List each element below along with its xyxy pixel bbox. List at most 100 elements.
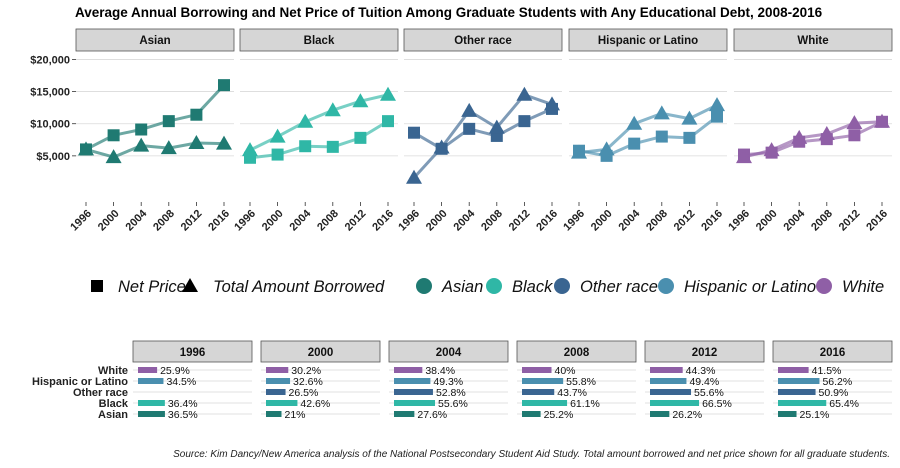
y-tick-label-10-000: $10,000: [30, 119, 70, 131]
legend-label: Total Amount Borrowed: [213, 278, 385, 296]
bar-white: [778, 367, 809, 373]
bar-label-black: 61.1%: [570, 398, 600, 410]
total-borrowed-point-2016: [380, 86, 396, 101]
x-tick-label-1996: 1996: [396, 208, 422, 234]
total-borrowed-point-2000: [763, 142, 780, 157]
bar-black: [778, 400, 827, 406]
x-tick-label-2000: 2000: [589, 208, 615, 234]
x-tick-label-1996: 1996: [232, 208, 258, 234]
bar-label-asian: 27.6%: [417, 409, 447, 421]
total-borrowed-point-2004: [791, 129, 808, 144]
series-line-net-price: [743, 120, 883, 157]
facet-strip: [772, 340, 893, 363]
bar-asian: [778, 411, 797, 417]
facet-hispanic-or-latino: Hispanic or Latino 1996 2000 2004 2008 2012 20…: [561, 28, 728, 234]
total-borrowed-point-2008: [818, 126, 835, 140]
facet-black: Black 1996 2000 2004 2008 2012 2016: [232, 28, 399, 234]
y-tick-label-15-000: $15,000: [30, 87, 70, 99]
net-price-point-2016: [711, 110, 723, 123]
bar-label-asian: 21%: [284, 409, 305, 421]
color-dot-icon: [416, 278, 432, 294]
bar-label-hispanic-or-latino: 32.6%: [293, 376, 323, 388]
facet-asian: Asian 1996 2000 2004 2008 2012 2016: [68, 28, 235, 234]
x-tick-label-1996: 1996: [726, 208, 752, 234]
total-borrowed-point-2012: [681, 110, 698, 125]
total-borrowed-point-2012: [188, 135, 205, 149]
series-line-total-amount-borrowed: [578, 103, 718, 155]
bar-black: [266, 400, 298, 406]
bar-label-black: 36.4%: [168, 398, 198, 410]
x-tick-label-2004: 2004: [782, 207, 808, 233]
color-dot-icon: [816, 278, 832, 294]
legend-item-total-amount-borrowed: Total Amount Borrowed: [182, 278, 385, 296]
total-borrowed-point-1996: [736, 149, 752, 164]
net-price-point-2016: [382, 115, 394, 128]
facet-strip: [260, 340, 381, 363]
x-tick-label-2016: 2016: [534, 208, 560, 234]
facet-strip-label: 2000: [308, 347, 334, 359]
x-tick-label-2004: 2004: [452, 207, 478, 233]
bar-asian: [394, 411, 415, 417]
legend-item-black: Black: [486, 278, 553, 296]
facet-strip: [388, 340, 509, 363]
category-label-other-race: Other race: [73, 387, 128, 399]
bar-label-white: 30.2%: [291, 365, 321, 377]
y-tick-label-20-000: $20,000: [30, 54, 70, 66]
bar-label-white: 38.4%: [425, 365, 455, 377]
x-tick-label-2000: 2000: [260, 208, 286, 234]
bar-hispanic-or-latino: [138, 378, 164, 384]
facet-strip-label: 2004: [436, 347, 462, 359]
facet-strip-label: White: [797, 35, 828, 47]
x-tick-label-2012: 2012: [179, 208, 205, 234]
bar-asian: [650, 411, 670, 417]
x-tick-label-2008: 2008: [809, 208, 835, 234]
series-line-net-price: [413, 107, 553, 151]
legend-label: Asian: [441, 278, 483, 296]
legend-label: Black: [512, 278, 553, 296]
bar-hispanic-or-latino: [778, 378, 820, 384]
legend-label: White: [842, 278, 884, 296]
total-borrowed-point-2004: [461, 102, 478, 117]
total-borrowed-point-2004: [626, 115, 643, 130]
facet-strip: [644, 340, 765, 363]
legend-label: Other race: [580, 278, 658, 296]
net-price-point-2012: [683, 131, 696, 144]
x-tick-label-2012: 2012: [343, 208, 369, 234]
bar-hispanic-or-latino: [522, 378, 564, 384]
legend-item-asian: Asian: [416, 278, 483, 296]
bar-asian: [266, 411, 282, 417]
facet-strip-label: Asian: [139, 35, 170, 47]
bar-label-other-race: 43.7%: [557, 387, 587, 399]
total-borrowed-point-2012: [352, 93, 369, 108]
net-price-point-2004: [628, 137, 641, 150]
bar-facet-2016: 2016 41.5%56.2%50.9%65.4%25.1%: [772, 340, 893, 421]
x-tick-label-2000: 2000: [424, 208, 450, 234]
bar-label-other-race: 52.8%: [436, 387, 466, 399]
bar-hispanic-or-latino: [394, 378, 431, 384]
total-borrowed-point-2000: [433, 139, 450, 154]
bar-other-race: [522, 389, 555, 395]
net-price-point-2012: [848, 129, 861, 142]
bar-other-race: [650, 389, 692, 395]
bar-hispanic-or-latino: [266, 378, 291, 384]
source-note: Source: Kim Dancy/New America analysis o…: [173, 449, 890, 460]
bar-white: [266, 367, 289, 373]
total-borrowed-point-2008: [488, 119, 505, 134]
x-tick-label-2008: 2008: [479, 208, 505, 234]
net-price-point-2000: [271, 148, 284, 161]
x-tick-label-2012: 2012: [507, 208, 533, 234]
x-tick-label-2000: 2000: [754, 208, 780, 234]
bar-black: [138, 400, 165, 406]
total-borrowed-point-2004: [133, 137, 150, 152]
category-label-white: White: [98, 365, 128, 377]
y-tick-label-5-000: $5,000: [36, 151, 70, 163]
x-tick-label-2016: 2016: [370, 208, 396, 234]
facet-strip: [75, 28, 235, 52]
facet-strip: [403, 28, 563, 52]
total-borrowed-point-2016: [874, 113, 890, 128]
facet-strip-label: Hispanic or Latino: [598, 35, 698, 47]
net-price-point-1996: [408, 126, 420, 139]
facet-strip: [132, 340, 253, 363]
